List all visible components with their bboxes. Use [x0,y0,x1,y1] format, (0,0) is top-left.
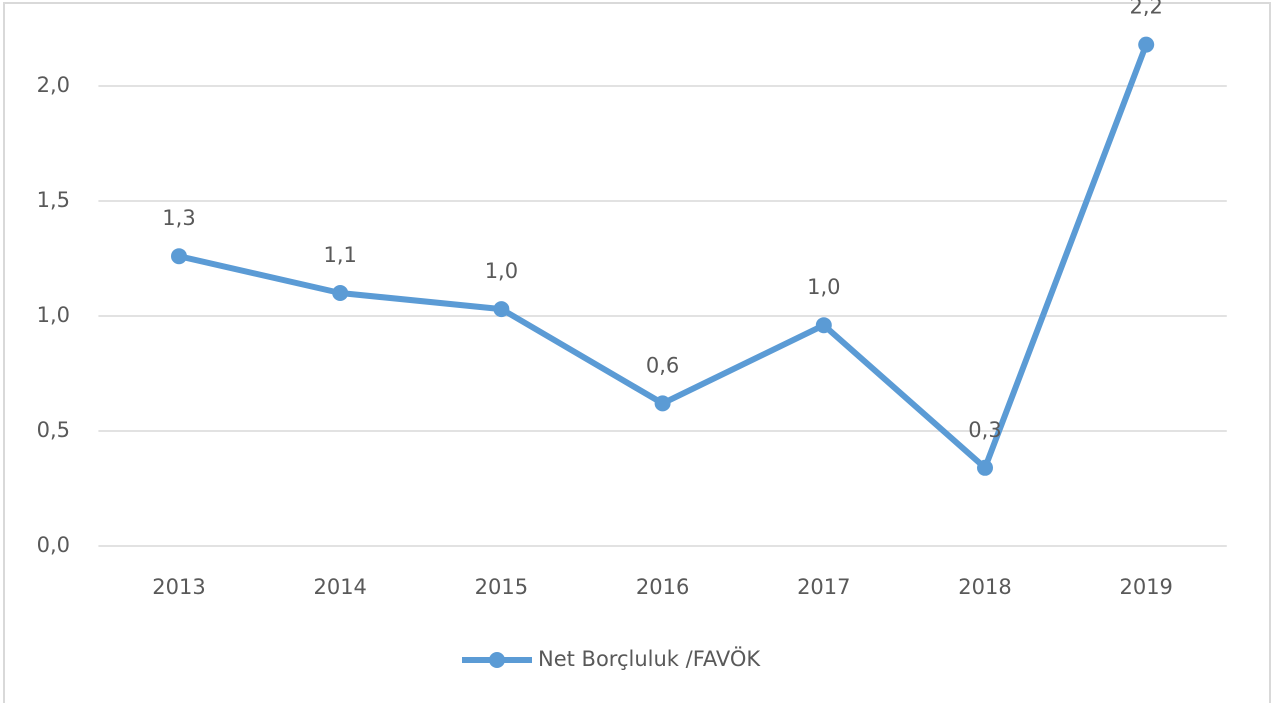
data-point [977,459,993,476]
legend-marker [489,652,505,668]
y-tick-label: 2,0 [37,73,70,97]
y-tick-label: 1,5 [37,188,70,212]
data-point [171,248,187,265]
chart-border [3,2,1271,703]
data-label: 2,2 [1129,0,1162,19]
data-point [1138,36,1155,53]
data-label: 1,0 [807,275,840,299]
x-tick-label: 2014 [313,575,366,599]
x-tick-label: 2016 [636,575,689,599]
x-tick-label: 2019 [1119,575,1172,599]
data-point [654,395,671,412]
data-point [815,317,832,334]
data-label: 1,3 [162,206,195,230]
y-tick-label: 0,5 [37,418,70,442]
y-tick-label: 1,0 [37,303,70,327]
data-label: 0,6 [646,353,679,377]
x-tick-label: 2013 [152,575,205,599]
data-point [493,301,510,318]
x-tick-label: 2015 [475,575,528,599]
y-tick-label: 0,0 [37,533,70,557]
data-point [332,285,349,301]
x-tick-label: 2018 [958,575,1011,599]
data-label: 1,1 [323,243,356,267]
legend-label: Net Borçluluk /FAVÖK [538,646,761,671]
x-tick-label: 2017 [797,575,850,599]
data-label: 0,3 [968,418,1001,442]
data-label: 1,0 [485,259,518,283]
